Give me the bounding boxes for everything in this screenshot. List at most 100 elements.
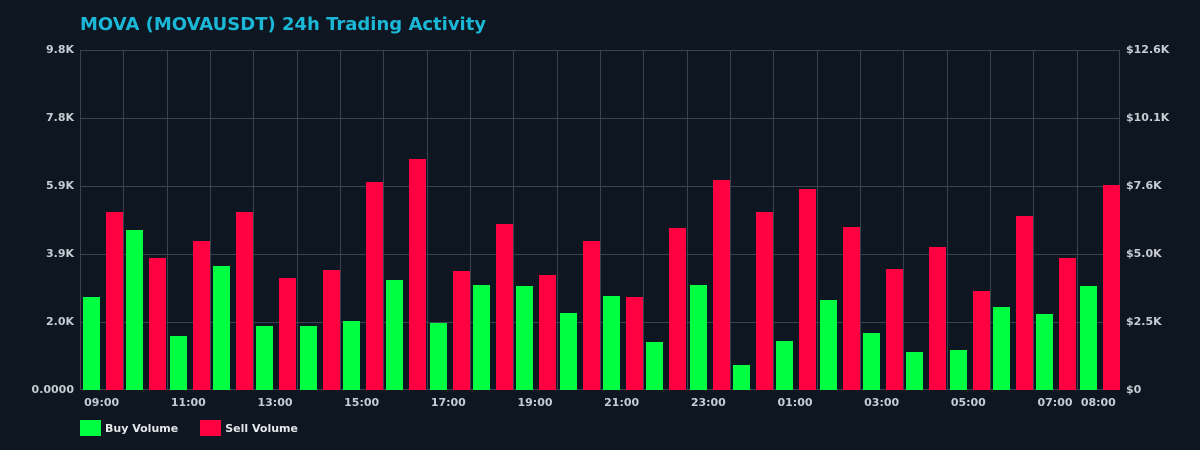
y-tick-left: 0.0000 [31,383,74,396]
y-tick-right: $5.0K [1126,247,1162,260]
x-tick-label: 11:00 [170,396,206,409]
x-tick-label: 07:00 [1037,396,1073,409]
sell-volume-bar[interactable] [712,180,730,390]
y-tick-right: $7.6K [1126,179,1162,192]
gridline-vertical [773,50,775,390]
buy-volume-bar[interactable] [603,296,620,390]
sell-volume-bar[interactable] [669,228,687,390]
gridline-vertical [1033,50,1035,390]
buy-volume-bar[interactable] [343,321,360,390]
y-tick-left: 2.0K [45,315,74,328]
sell-volume-bar[interactable] [842,227,860,390]
sell-volume-bar[interactable] [279,277,297,390]
x-tick-label: 08:00 [1080,396,1116,409]
sell-volume-bar[interactable] [972,290,990,390]
sell-volume-bar[interactable] [366,182,383,390]
x-tick-label: 17:00 [430,396,466,409]
y-tick-left: 5.9K [45,179,74,192]
sell-volume-bar[interactable] [756,212,773,390]
buy-volume-bar[interactable] [993,307,1010,390]
buy-volume-bar[interactable] [213,266,230,390]
gridline-vertical [296,50,298,390]
gridline-vertical [253,50,255,390]
x-tick-label: 19:00 [517,396,553,409]
plot-area [80,50,1120,390]
x-tick-label: 01:00 [777,396,813,409]
gridline-vertical [946,50,948,390]
buy-volume-bar[interactable] [559,313,577,390]
gridline-vertical [686,50,688,390]
sell-swatch-icon [200,420,222,436]
legend-item-sell[interactable]: Sell Volume [200,420,298,436]
legend-item-buy[interactable]: Buy Volume [80,420,178,436]
gridline-vertical [210,50,211,390]
buy-volume-bar[interactable] [819,300,837,390]
y-tick-left: 3.9K [45,247,74,260]
buy-volume-bar[interactable] [169,336,187,390]
sell-volume-bar[interactable] [192,240,210,390]
sell-volume-bar[interactable] [582,240,600,390]
gridline-vertical [123,50,125,390]
sell-volume-bar[interactable] [1016,216,1033,390]
y-tick-right: $12.6K [1126,43,1170,56]
y-tick-right: $2.5K [1126,315,1162,328]
gridline-vertical [166,50,168,390]
sell-volume-bar[interactable] [322,270,340,390]
sell-volume-bar[interactable] [799,188,817,390]
legend-label-buy: Buy Volume [105,421,179,435]
gridline-vertical [860,50,861,390]
sell-volume-bar[interactable] [1102,185,1120,390]
x-tick-label: 23:00 [690,396,726,409]
chart-title: MOVA (MOVAUSDT) 24h Trading Activity [80,14,487,35]
buy-volume-bar[interactable] [299,326,317,390]
buy-volume-bar[interactable] [429,322,447,390]
buy-volume-bar[interactable] [386,280,404,390]
buy-volume-bar[interactable] [646,341,664,390]
gridline-vertical [990,50,991,390]
buy-volume-bar[interactable] [906,352,924,390]
sell-volume-bar[interactable] [496,224,513,390]
gridline-vertical [383,50,385,390]
gridline-vertical [470,50,471,390]
gridline-vertical [816,50,818,390]
sell-volume-bar[interactable] [149,257,167,390]
y-tick-left: 9.8K [45,43,74,56]
sell-volume-bar[interactable] [1059,258,1077,390]
buy-volume-bar[interactable] [949,350,967,390]
gridline-vertical [730,50,731,390]
x-tick-label: 03:00 [864,396,900,409]
buy-volume-bar[interactable] [776,341,794,390]
legend: Buy Volume Sell Volume [80,420,320,436]
buy-volume-bar[interactable] [83,296,100,390]
sell-volume-bar[interactable] [929,247,947,390]
x-tick-label: 13:00 [257,396,293,409]
buy-volume-bar[interactable] [733,365,750,390]
buy-volume-bar[interactable] [863,333,880,390]
sell-volume-bar[interactable] [626,297,643,390]
gridline-vertical [513,50,515,390]
sell-volume-bar[interactable] [106,211,123,390]
buy-swatch-icon [80,420,101,436]
gridline-vertical [903,50,905,390]
buy-volume-bar[interactable] [1036,314,1054,390]
sell-volume-bar[interactable] [236,211,253,390]
x-tick-label: 09:00 [84,396,120,409]
sell-volume-bar[interactable] [886,269,903,390]
legend-label-sell: Sell Volume [225,421,298,435]
buy-volume-bar[interactable] [1079,286,1097,390]
sell-volume-bar[interactable] [452,271,470,390]
gridline-vertical [556,50,558,390]
buy-volume-bar[interactable] [516,286,534,390]
x-tick-label: 15:00 [344,396,380,409]
buy-volume-bar[interactable] [126,230,144,390]
sell-volume-bar[interactable] [539,275,557,390]
buy-volume-bar[interactable] [256,326,274,390]
buy-volume-bar[interactable] [689,285,707,390]
y-tick-left: 7.8K [45,111,74,124]
y-tick-right: $10.1K [1126,111,1170,124]
gridline-vertical [1076,50,1078,390]
y-tick-right: $0 [1126,383,1142,396]
sell-volume-bar[interactable] [409,159,427,390]
gridline-vertical [643,50,645,390]
buy-volume-bar[interactable] [473,285,490,390]
